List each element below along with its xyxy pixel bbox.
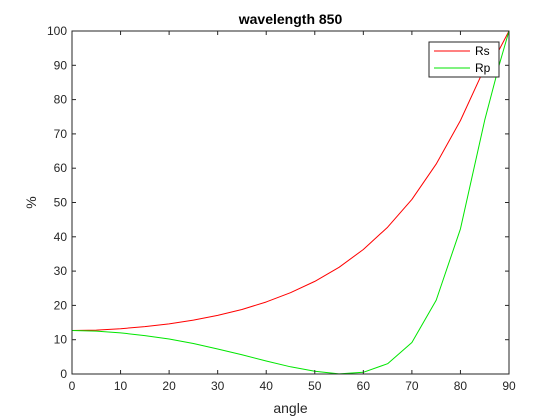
y-tick-label: 80 bbox=[54, 93, 68, 107]
plot-area bbox=[72, 31, 509, 374]
series-line-rs bbox=[71, 30, 510, 331]
x-axis-label: angle bbox=[273, 400, 307, 416]
y-tick-label: 70 bbox=[54, 127, 68, 141]
y-tick-label: 20 bbox=[54, 298, 68, 312]
legend: Rs Rp bbox=[428, 41, 500, 78]
y-axis-label: % bbox=[23, 196, 39, 208]
x-tick-label: 0 bbox=[69, 379, 76, 393]
x-tick-label: 70 bbox=[405, 379, 419, 393]
legend-label-rp: Rp bbox=[475, 61, 491, 75]
x-tick-label: 90 bbox=[502, 379, 516, 393]
legend-label-rs: Rs bbox=[475, 44, 490, 58]
y-tick-label: 60 bbox=[54, 161, 68, 175]
x-tick-label: 30 bbox=[211, 379, 225, 393]
x-tick-label: 40 bbox=[260, 379, 274, 393]
chart-title: wavelength 850 bbox=[238, 11, 343, 27]
y-tick-label: 40 bbox=[54, 230, 68, 244]
y-tick-label: 10 bbox=[54, 333, 68, 347]
y-tick-label: 30 bbox=[54, 264, 68, 278]
y-tick-label: 100 bbox=[47, 24, 67, 38]
x-tick-label: 10 bbox=[114, 379, 128, 393]
series-line-rp bbox=[71, 30, 510, 375]
series-layer bbox=[71, 30, 510, 375]
x-tick-label: 80 bbox=[454, 379, 468, 393]
y-tick-label: 0 bbox=[60, 367, 67, 381]
x-tick-label: 60 bbox=[357, 379, 371, 393]
tick-layer: 0 10 20 30 40 50 60 70 80 90 0 10 20 30 40 50 60 70 80 90 10… bbox=[47, 24, 516, 393]
x-tick-label: 20 bbox=[162, 379, 176, 393]
x-tick-label: 50 bbox=[308, 379, 322, 393]
y-tick-label: 50 bbox=[54, 196, 68, 210]
legend-box bbox=[428, 41, 500, 78]
y-tick-label: 90 bbox=[54, 58, 68, 72]
